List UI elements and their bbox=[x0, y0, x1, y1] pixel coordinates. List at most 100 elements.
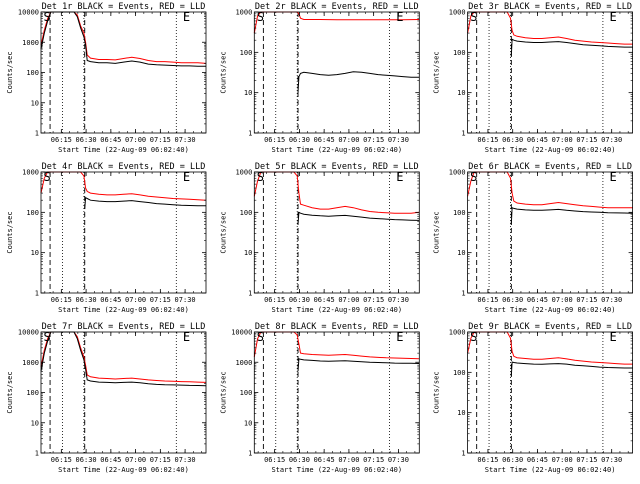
x-tick-label: 06:15 bbox=[477, 136, 498, 144]
x-tick-label: 06:30 bbox=[76, 296, 97, 304]
x-axis-label: Start Time (22-Aug-09 06:02:40) bbox=[58, 146, 189, 154]
x-tick-label: 06:15 bbox=[264, 296, 285, 304]
y-tick-label: 1000 bbox=[449, 169, 466, 177]
x-tick-label: 07:30 bbox=[175, 456, 196, 464]
marker-e: E bbox=[183, 330, 190, 344]
x-tick-label: 06:45 bbox=[527, 296, 548, 304]
events-series-line bbox=[40, 331, 207, 387]
plot-frame bbox=[467, 331, 634, 454]
y-tick-label: 1000 bbox=[449, 329, 466, 337]
x-tick-label: 07:30 bbox=[601, 456, 622, 464]
x-tick-label: 06:45 bbox=[314, 296, 335, 304]
x-tick-label: 06:15 bbox=[51, 456, 72, 464]
panel-title: Det 6r BLACK = Events, RED = LLD bbox=[468, 162, 632, 172]
y-tick-label: 100 bbox=[453, 49, 466, 57]
x-tick-label: 06:15 bbox=[264, 136, 285, 144]
y-axis-label: Counts/sec bbox=[433, 51, 441, 93]
x-tick-label: 07:00 bbox=[338, 456, 359, 464]
marker-e: E bbox=[183, 10, 190, 24]
x-tick-label: 07:00 bbox=[125, 136, 146, 144]
y-tick-label: 10 bbox=[31, 99, 39, 107]
lld-series-line bbox=[253, 331, 420, 360]
x-tick-label: 06:45 bbox=[100, 456, 121, 464]
x-tick-label: 06:15 bbox=[51, 136, 72, 144]
x-tick-label: 06:30 bbox=[289, 456, 310, 464]
x-tick-label: 06:30 bbox=[76, 136, 97, 144]
x-tick-label: 06:45 bbox=[100, 136, 121, 144]
plot-frame bbox=[467, 11, 634, 134]
marker-s: S bbox=[257, 10, 264, 24]
x-tick-label: 06:30 bbox=[502, 456, 523, 464]
x-tick-label: 06:30 bbox=[289, 296, 310, 304]
marker-e: E bbox=[396, 10, 403, 24]
marker-e: E bbox=[610, 170, 617, 184]
events-series-line bbox=[297, 211, 420, 225]
x-tick-label: 07:30 bbox=[175, 296, 196, 304]
marker-e: E bbox=[610, 330, 617, 344]
y-tick-label: 10 bbox=[457, 89, 465, 97]
y-tick-label: 10 bbox=[244, 89, 252, 97]
marker-s: S bbox=[257, 330, 264, 344]
x-axis-label: Start Time (22-Aug-09 06:02:40) bbox=[271, 306, 402, 314]
panel-title: Det 1r BLACK = Events, RED = LLD bbox=[42, 2, 206, 12]
x-tick-label: 07:15 bbox=[363, 296, 384, 304]
marker-e: E bbox=[610, 10, 617, 24]
x-axis-label: Start Time (22-Aug-09 06:02:40) bbox=[271, 466, 402, 474]
x-tick-label: 07:00 bbox=[125, 296, 146, 304]
lld-series-line bbox=[40, 11, 207, 64]
y-axis-label: Counts/sec bbox=[219, 371, 227, 413]
marker-s: S bbox=[43, 330, 50, 344]
marker-s: S bbox=[43, 170, 50, 184]
x-tick-label: 07:00 bbox=[338, 296, 359, 304]
y-axis-label: Counts/sec bbox=[6, 211, 14, 253]
x-tick-label: 06:30 bbox=[502, 296, 523, 304]
y-tick-label: 1 bbox=[461, 450, 465, 458]
x-tick-label: 06:15 bbox=[477, 456, 498, 464]
y-axis-label: Counts/sec bbox=[6, 51, 14, 93]
plot-frame bbox=[40, 331, 207, 454]
y-tick-label: 100 bbox=[453, 369, 466, 377]
x-tick-label: 07:00 bbox=[338, 136, 359, 144]
marker-s: S bbox=[470, 330, 477, 344]
panel-title: Det 4r BLACK = Events, RED = LLD bbox=[42, 162, 206, 172]
marker-s: S bbox=[257, 170, 264, 184]
lld-series-line bbox=[467, 331, 633, 365]
plot-frame bbox=[40, 11, 207, 134]
marker-s: S bbox=[470, 10, 477, 24]
x-axis-label: Start Time (22-Aug-09 06:02:40) bbox=[58, 306, 189, 314]
x-tick-label: 07:00 bbox=[552, 296, 573, 304]
y-tick-label: 10000 bbox=[231, 329, 252, 337]
y-tick-label: 1 bbox=[35, 290, 39, 298]
x-axis-label: Start Time (22-Aug-09 06:02:40) bbox=[485, 146, 616, 154]
marker-e: E bbox=[396, 330, 403, 344]
y-tick-label: 10 bbox=[244, 419, 252, 427]
x-tick-label: 07:30 bbox=[175, 136, 196, 144]
x-tick-label: 07:30 bbox=[388, 456, 409, 464]
x-tick-label: 07:30 bbox=[388, 136, 409, 144]
y-tick-label: 1 bbox=[248, 130, 252, 138]
lld-series-line bbox=[40, 171, 207, 201]
x-tick-label: 07:15 bbox=[576, 136, 597, 144]
y-tick-label: 1 bbox=[461, 290, 465, 298]
x-tick-label: 07:15 bbox=[150, 136, 171, 144]
x-tick-label: 06:30 bbox=[289, 136, 310, 144]
y-tick-label: 100 bbox=[240, 209, 253, 217]
x-tick-label: 06:30 bbox=[502, 136, 523, 144]
events-series-line bbox=[510, 38, 633, 57]
y-tick-label: 10 bbox=[244, 249, 252, 257]
y-tick-label: 1000 bbox=[235, 169, 252, 177]
y-axis-label: Counts/sec bbox=[6, 371, 14, 413]
x-tick-label: 06:45 bbox=[527, 136, 548, 144]
y-tick-label: 1 bbox=[35, 450, 39, 458]
plot-frame bbox=[40, 171, 207, 294]
x-tick-label: 06:30 bbox=[76, 456, 97, 464]
y-tick-label: 100 bbox=[453, 209, 466, 217]
lld-series-line bbox=[467, 11, 633, 45]
x-axis-label: Start Time (22-Aug-09 06:02:40) bbox=[271, 146, 402, 154]
